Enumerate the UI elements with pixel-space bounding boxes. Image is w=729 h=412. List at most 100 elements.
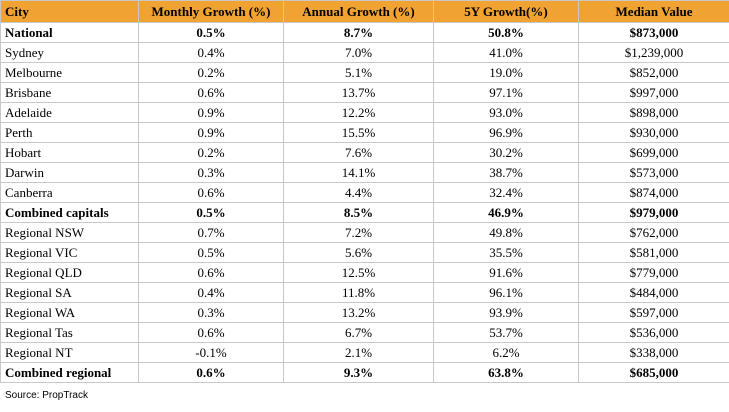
table-row: National 0.5% 8.7% 50.8% $873,000 [0,22,729,43]
value-cell: $597,000 [578,302,729,323]
city-cell: Combined regional [0,362,139,383]
table-row: Combined regional 0.6% 9.3% 63.8% $685,000 [0,362,729,383]
value-cell: 38.7% [433,162,579,183]
city-cell: Sydney [0,42,139,63]
city-cell: Melbourne [0,62,139,83]
value-cell: 32.4% [433,182,579,203]
value-cell: 9.3% [283,362,434,383]
value-cell: 96.1% [433,282,579,303]
value-cell: $536,000 [578,322,729,343]
value-cell: 13.7% [283,82,434,103]
value-cell: 12.2% [283,102,434,123]
header-cell: 5Y Growth(%) [433,0,579,23]
city-cell: Regional QLD [0,262,139,283]
value-cell: 0.3% [138,302,284,323]
value-cell: 0.6% [138,82,284,103]
value-cell: 53.7% [433,322,579,343]
table-row: Regional SA 0.4% 11.8% 96.1% $484,000 [0,282,729,303]
value-cell: 4.4% [283,182,434,203]
city-cell: Darwin [0,162,139,183]
table-row: Regional Tas 0.6% 6.7% 53.7% $536,000 [0,322,729,343]
value-cell: 35.5% [433,242,579,263]
value-cell: 91.6% [433,262,579,283]
table-row: Regional NT -0.1% 2.1% 6.2% $338,000 [0,342,729,363]
city-cell: Regional SA [0,282,139,303]
city-cell: Hobart [0,142,139,163]
value-cell: 0.6% [138,362,284,383]
value-cell: 6.7% [283,322,434,343]
header-row: City Monthly Growth (%) Annual Growth (%) 5… [0,0,729,23]
value-cell: $852,000 [578,62,729,83]
value-cell: 8.7% [283,22,434,43]
city-cell: Canberra [0,182,139,203]
value-cell: 0.5% [138,242,284,263]
value-cell: 13.2% [283,302,434,323]
value-cell: 46.9% [433,202,579,223]
value-cell: 11.8% [283,282,434,303]
table-row: Darwin 0.3% 14.1% 38.7% $573,000 [0,162,729,183]
source-note: Source: PropTrack [5,390,88,401]
value-cell: 15.5% [283,122,434,143]
table-row: Perth 0.9% 15.5% 96.9% $930,000 [0,122,729,143]
value-cell: $779,000 [578,262,729,283]
header-cell: Annual Growth (%) [283,0,434,23]
value-cell: 5.1% [283,62,434,83]
data-table: City Monthly Growth (%) Annual Growth (%) 5… [0,0,729,383]
value-cell: 6.2% [433,342,579,363]
table-row: Regional VIC 0.5% 5.6% 35.5% $581,000 [0,242,729,263]
value-cell: 7.2% [283,222,434,243]
city-cell: Regional Tas [0,322,139,343]
value-cell: 8.5% [283,202,434,223]
value-cell: 0.4% [138,42,284,63]
value-cell: 12.5% [283,262,434,283]
value-cell: 0.7% [138,222,284,243]
value-cell: 0.4% [138,282,284,303]
value-cell: 0.6% [138,262,284,283]
value-cell: 0.9% [138,102,284,123]
value-cell: 41.0% [433,42,579,63]
city-cell: Perth [0,122,139,143]
value-cell: 97.1% [433,82,579,103]
value-cell: 0.6% [138,182,284,203]
value-cell: 0.6% [138,322,284,343]
value-cell: $930,000 [578,122,729,143]
value-cell: -0.1% [138,342,284,363]
city-cell: Brisbane [0,82,139,103]
value-cell: $979,000 [578,202,729,223]
table-row: Adelaide 0.9% 12.2% 93.0% $898,000 [0,102,729,123]
value-cell: $997,000 [578,82,729,103]
value-cell: 7.0% [283,42,434,63]
city-cell: National [0,22,139,43]
value-cell: 14.1% [283,162,434,183]
table-row: Brisbane 0.6% 13.7% 97.1% $997,000 [0,82,729,103]
value-cell: 0.5% [138,202,284,223]
value-cell: 0.2% [138,142,284,163]
city-cell: Regional NT [0,342,139,363]
value-cell: 0.5% [138,22,284,43]
value-cell: 50.8% [433,22,579,43]
city-cell: Regional WA [0,302,139,323]
value-cell: $699,000 [578,142,729,163]
header-cell: Median Value [578,0,729,23]
city-cell: Regional NSW [0,222,139,243]
value-cell: 49.8% [433,222,579,243]
table-row: Regional NSW 0.7% 7.2% 49.8% $762,000 [0,222,729,243]
table-row: Combined capitals 0.5% 8.5% 46.9% $979,000 [0,202,729,223]
value-cell: $581,000 [578,242,729,263]
value-cell: 0.3% [138,162,284,183]
value-cell: 63.8% [433,362,579,383]
value-cell: 5.6% [283,242,434,263]
table-row: Regional QLD 0.6% 12.5% 91.6% $779,000 [0,262,729,283]
city-cell: Combined capitals [0,202,139,223]
table-row: Regional WA 0.3% 13.2% 93.9% $597,000 [0,302,729,323]
value-cell: $1,239,000 [578,42,729,63]
table-row: Melbourne 0.2% 5.1% 19.0% $852,000 [0,62,729,83]
table-row: Hobart 0.2% 7.6% 30.2% $699,000 [0,142,729,163]
value-cell: $898,000 [578,102,729,123]
value-cell: 19.0% [433,62,579,83]
value-cell: 0.9% [138,122,284,143]
table-row: Sydney 0.4% 7.0% 41.0% $1,239,000 [0,42,729,63]
value-cell: 2.1% [283,342,434,363]
value-cell: 93.0% [433,102,579,123]
